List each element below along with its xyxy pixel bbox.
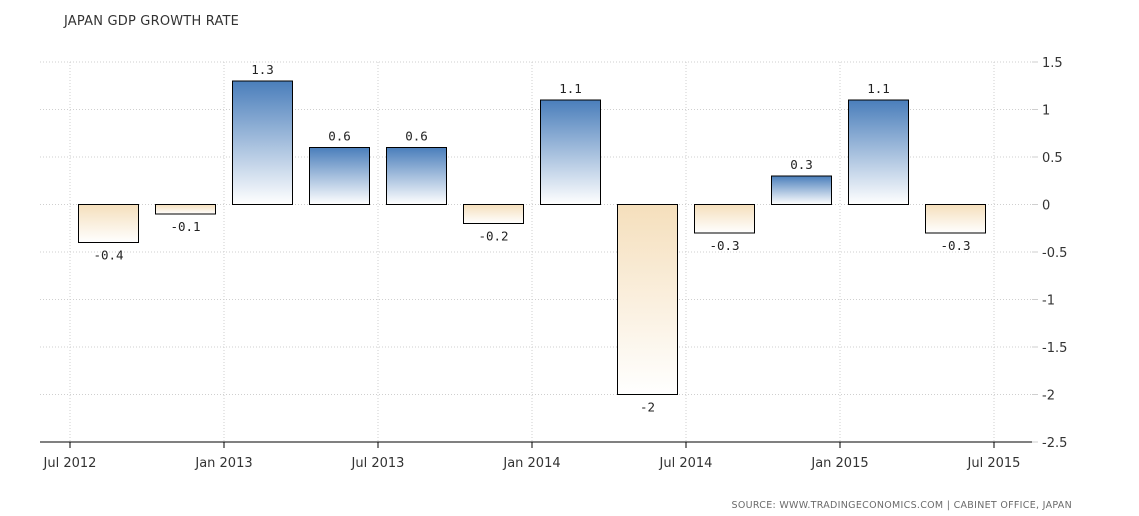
bar-value-label: -0.3 <box>709 238 739 253</box>
bar-value-label: 1.3 <box>251 62 274 77</box>
bars <box>78 80 986 395</box>
bar <box>78 204 139 243</box>
bar-value-label: -0.1 <box>170 219 200 234</box>
y-tick-label: 0 <box>1042 199 1050 214</box>
bar <box>540 99 601 205</box>
bar <box>771 175 832 205</box>
y-tick-label: 1.5 <box>1042 56 1063 71</box>
bar-value-label: 0.6 <box>405 129 428 144</box>
bar-value-label: 0.6 <box>328 129 351 144</box>
bar <box>155 204 216 215</box>
y-tick-label: -2 <box>1042 389 1055 404</box>
x-tick-label: Jul 2015 <box>967 456 1021 471</box>
bar <box>386 147 447 205</box>
bar <box>925 204 986 234</box>
bar <box>617 204 678 395</box>
y-tick-label: -0.5 <box>1042 246 1067 261</box>
y-tick-label: 0.5 <box>1042 151 1063 166</box>
bar <box>694 204 755 234</box>
axes: 1.5 1 0.5 0 -0.5 -1 -1.5 -2 -2.5 Jul 2012 Jan 2013… <box>40 56 1067 471</box>
y-tick-label: -1 <box>1042 294 1055 309</box>
chart-title: JAPAN GDP GROWTH RATE <box>64 14 240 29</box>
y-tick-label: -1.5 <box>1042 341 1067 356</box>
grid-lines <box>40 61 1032 442</box>
bar <box>463 204 524 224</box>
x-tick-label: Jan 2014 <box>502 456 560 471</box>
bar <box>848 99 909 205</box>
bar-value-label: 0.3 <box>790 157 813 172</box>
y-tick-label: -2.5 <box>1042 436 1067 451</box>
bar-value-label: -0.3 <box>940 238 970 253</box>
chart-source: SOURCE: WWW.TRADINGECONOMICS.COM | CABIN… <box>731 500 1072 511</box>
data-labels: -0.4 -0.1 1.3 0.6 0.6 -0.2 1.1 -2 -0.3 0.3 1.1 -0.3 <box>93 62 970 415</box>
bar-value-label: -0.4 <box>93 248 123 263</box>
bar-value-label: -2 <box>640 400 655 415</box>
y-tick-label: 1 <box>1042 104 1050 119</box>
x-tick-label: Jul 2013 <box>351 456 405 471</box>
bar-value-label: -0.2 <box>478 229 508 244</box>
bar <box>309 147 370 205</box>
bar-value-label: 1.1 <box>867 81 890 96</box>
bar-value-label: 1.1 <box>559 81 582 96</box>
x-tick-label: Jan 2013 <box>194 456 252 471</box>
x-tick-label: Jul 2012 <box>43 456 97 471</box>
x-tick-label: Jul 2014 <box>659 456 713 471</box>
bar <box>232 80 293 205</box>
x-tick-label: Jan 2015 <box>810 456 868 471</box>
